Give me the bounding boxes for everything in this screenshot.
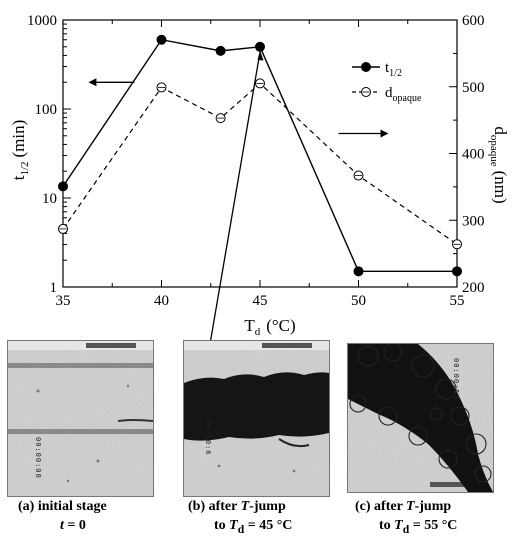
crystal-cluster (348, 344, 493, 492)
y-left-tick-label: 10 (42, 191, 57, 207)
arrow-to-panel-b (210, 57, 260, 340)
y-right-tick-label: 300 (462, 213, 485, 229)
x-axis-label: Td (°C) (244, 316, 295, 338)
annotation-arrows (88, 50, 389, 340)
y-left-tick-label: 1 (50, 280, 58, 296)
scale-bar (86, 343, 136, 348)
channel-wall-top (8, 363, 153, 368)
micrograph-panel-a: 00:00:00 (7, 340, 154, 497)
timestamp-c: 00:00:55 (452, 358, 460, 400)
point-t-half (58, 181, 68, 192)
arrow-right-head (380, 129, 389, 138)
legend-marker-t-half (361, 62, 371, 72)
y-right-tick-label: 600 (462, 13, 485, 29)
series-line-d-opaque (62, 82, 458, 245)
micrograph-panel-c: 00:00:55 (347, 343, 494, 493)
y-right-tick-label: 400 (462, 147, 485, 163)
timestamp-b: 00:10:6 (204, 419, 212, 456)
y-right-tick-label: 500 (462, 80, 485, 96)
caption-a-line1: (a) initial stage (18, 499, 107, 514)
arrow-to-panel-b-head (257, 50, 264, 61)
point-t-half (353, 266, 364, 277)
y-right-tick-label: 200 (462, 280, 485, 296)
y-left-tick-label: 100 (35, 102, 58, 118)
caption-b: (b) after T-jump to Td = 45 °C (188, 499, 293, 536)
x-tick-label: 45 (253, 293, 268, 309)
timestamp-a: 00:00:00 (34, 437, 42, 479)
x-tick-label: 40 (154, 293, 169, 309)
y-left-tick-label: 1000 (27, 13, 57, 29)
caption-a: (a) initial stage t = 0 (18, 497, 188, 535)
y-right-axis-ticks: 200 300 400 500 600 (449, 13, 485, 296)
point-t-half (452, 266, 462, 277)
y-left-axis-ticks: 1 10 100 1000 (27, 13, 71, 296)
x-tick-label: 50 (351, 293, 366, 309)
x-tick-label: 55 (450, 293, 465, 309)
arrow-left-head (88, 78, 97, 87)
point-t-half (156, 34, 167, 45)
series-points (58, 34, 462, 277)
y-right-axis-label: dopaque(nm) (488, 126, 510, 203)
channel-wall-bottom (8, 429, 153, 434)
micrograph-panel-b: 00:10:6 (183, 340, 330, 497)
legend-label-d-opaque: dopaque (385, 85, 422, 104)
point-t-half (215, 45, 226, 56)
caption-c: (c) after T-jump to Td = 55 °C (355, 499, 458, 536)
opaque-region (184, 372, 329, 441)
series-line-t-half (62, 38, 457, 273)
x-tick-label: 35 (56, 293, 71, 309)
legend: t1/2 dopaque (352, 60, 422, 104)
point-t-half (255, 41, 265, 52)
series-lines (62, 38, 458, 273)
x-axis-ticks: 35 40 45 50 55 (56, 20, 465, 309)
chart: 35 40 45 50 55 1 10 100 1000 200 300 400 500 600 Td… (9, 13, 510, 340)
legend-label-t-half: t1/2 (385, 60, 402, 79)
y-left-axis-label: t1/2(min) (9, 120, 31, 181)
